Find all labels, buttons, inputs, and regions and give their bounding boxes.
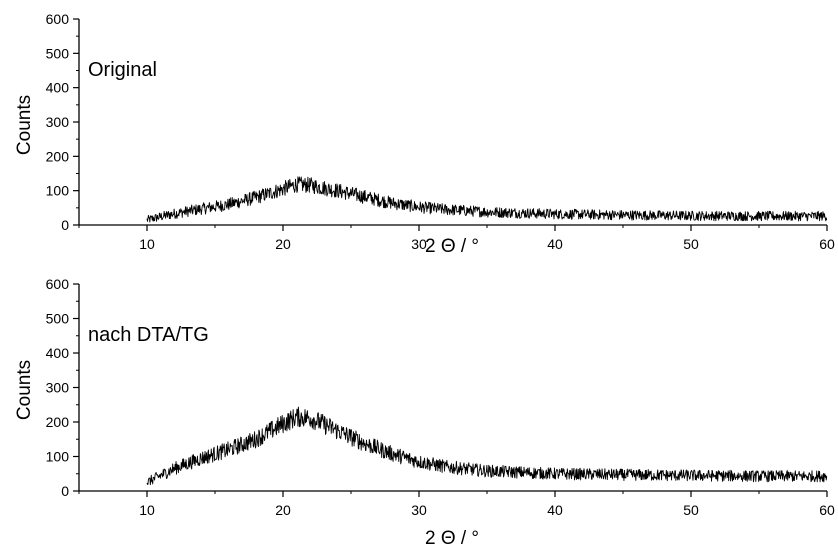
y-tick-label: 200 [46, 414, 70, 430]
panel-annotation: nach DTA/TG [88, 324, 209, 346]
x-tick-label: 30 [411, 236, 427, 252]
x-tick-label: 30 [411, 502, 427, 518]
y-tick-label: 400 [46, 80, 70, 96]
chart-panel-original: Original Counts 2 Θ / ° 0 100 200 300 400 500… [14, 11, 835, 257]
x-axis-title: 2 Θ / ° [425, 236, 479, 257]
y-tick-label: 600 [46, 11, 70, 27]
diffractogram-line [146, 176, 828, 223]
chart-panel-nach-dta-tg: nach DTA/TG Counts 2 Θ / ° 0 100 200 300 400… [14, 276, 835, 549]
x-tick-label: 10 [139, 236, 155, 252]
x-tick-label: 60 [819, 502, 835, 518]
y-tick-label: 400 [46, 345, 70, 361]
y-axis-title: Counts [14, 95, 35, 155]
x-tick-label: 60 [819, 236, 835, 252]
y-tick-label: 300 [46, 380, 70, 396]
x-axis-title: 2 Θ / ° [425, 528, 479, 549]
y-tick-label: 200 [46, 148, 70, 164]
y-tick-label: 500 [46, 311, 70, 327]
x-tick-label: 50 [683, 502, 699, 518]
diffractogram-line [146, 406, 828, 486]
y-tick-label: 500 [46, 45, 70, 61]
y-tick-label: 100 [46, 183, 70, 199]
y-tick-label: 300 [46, 114, 70, 130]
x-tick-label: 40 [547, 502, 563, 518]
y-tick-label: 0 [61, 483, 69, 499]
x-tick-label: 10 [139, 502, 155, 518]
y-tick-label: 100 [46, 449, 70, 465]
x-tick-label: 20 [275, 502, 291, 518]
x-tick-label: 50 [683, 236, 699, 252]
y-axis-title: Counts [14, 360, 35, 420]
y-tick-label: 0 [61, 217, 69, 233]
x-tick-label: 20 [275, 236, 291, 252]
panel-annotation: Original [88, 59, 157, 81]
x-tick-label: 40 [547, 236, 563, 252]
y-tick-label: 600 [46, 276, 70, 292]
